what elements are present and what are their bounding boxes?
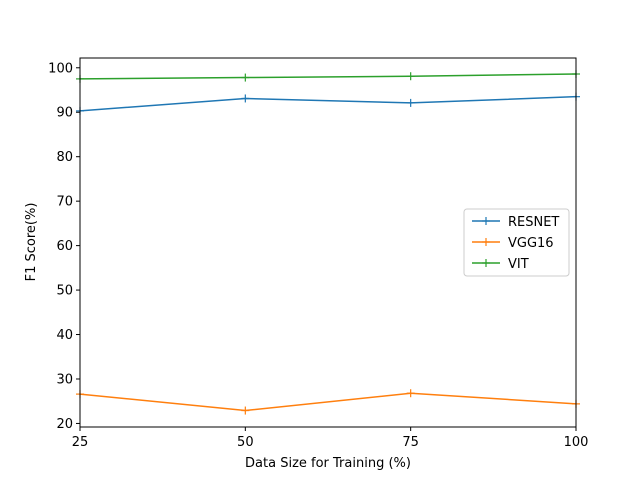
x-axis: 25 50 75 100 bbox=[72, 427, 589, 450]
data-point-resnet bbox=[241, 94, 250, 103]
legend-box bbox=[463, 208, 570, 277]
y-tick-label: 100 bbox=[48, 61, 73, 76]
legend-label-vgg16: VGG16 bbox=[508, 236, 554, 251]
legend-item-vgg16: VGG16 bbox=[472, 236, 554, 251]
y-tick-label: 20 bbox=[56, 417, 73, 432]
legend-item-vit: VIT bbox=[472, 257, 529, 272]
data-point-vgg16 bbox=[406, 389, 415, 398]
legend-label-vit: VIT bbox=[508, 257, 529, 272]
y-tick-label: 40 bbox=[56, 328, 73, 343]
y-axis-label: F1 Score(%) bbox=[24, 203, 39, 282]
data-point-vgg16 bbox=[241, 406, 250, 415]
y-tick-label: 60 bbox=[56, 239, 73, 254]
y-tick-label: 50 bbox=[56, 284, 73, 299]
x-axis-label: Data Size for Training (%) bbox=[245, 456, 411, 471]
data-point-vit bbox=[406, 72, 415, 81]
series-line-resnet bbox=[79, 95, 577, 112]
series-line-vit bbox=[79, 73, 577, 80]
y-tick-label: 90 bbox=[56, 106, 73, 121]
legend-label-resnet: RESNET bbox=[508, 215, 559, 230]
x-tick-label: 100 bbox=[564, 435, 589, 450]
x-tick-label: 25 bbox=[72, 435, 89, 450]
y-tick-label: 80 bbox=[56, 150, 73, 165]
series-line-vgg16 bbox=[79, 392, 577, 412]
legend-item-resnet: RESNET bbox=[472, 215, 559, 230]
y-axis: 20 30 40 50 60 70 80 90 100 bbox=[48, 61, 80, 432]
data-point-vit bbox=[241, 73, 250, 82]
x-tick-label: 50 bbox=[237, 435, 254, 450]
data-point-resnet bbox=[406, 98, 415, 107]
y-tick-label: 30 bbox=[56, 372, 73, 387]
legend: RESNET VGG16 VIT bbox=[463, 208, 570, 277]
plot-frame bbox=[79, 57, 577, 428]
x-tick-label: 75 bbox=[402, 435, 419, 450]
y-tick-label: 70 bbox=[56, 195, 73, 210]
